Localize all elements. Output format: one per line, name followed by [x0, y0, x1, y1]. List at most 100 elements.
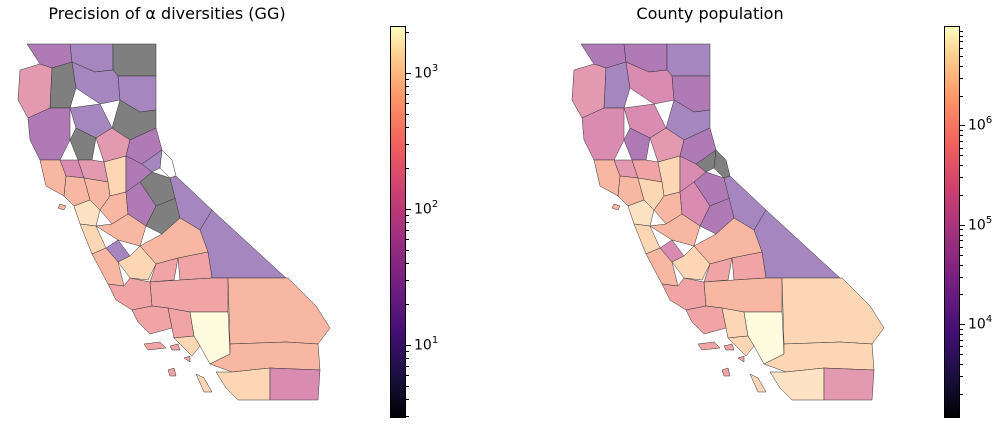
colorbar-minor-tick	[960, 328, 963, 330]
colorbar-minor-tick	[960, 276, 963, 278]
county	[603, 61, 631, 109]
colorbar-minor-tick	[960, 194, 963, 196]
colorbar-minor-tick	[960, 165, 963, 167]
colorbar-minor-tick	[406, 93, 409, 95]
colorbar-minor-tick	[960, 363, 963, 365]
colorbar-major-tick	[960, 324, 965, 326]
county	[721, 367, 731, 377]
colorbar-minor-tick	[960, 147, 963, 149]
colorbar-minor-tick	[960, 130, 963, 132]
county	[169, 343, 181, 351]
colorbar-minor-tick	[960, 140, 963, 142]
colorbar-minor-tick	[406, 143, 409, 145]
colorbar-tick-label: 104	[968, 314, 993, 334]
colorbar-major-tick	[960, 125, 965, 127]
colorbar-minor-tick	[960, 78, 963, 79]
colorbar-minor-tick	[406, 416, 409, 417]
colorbar-minor-tick	[960, 254, 963, 256]
county	[49, 61, 77, 109]
county	[112, 43, 157, 77]
colorbar-minor-tick	[960, 155, 963, 157]
colorbar-minor-tick	[960, 240, 963, 242]
county	[73, 199, 101, 227]
county	[215, 367, 271, 401]
county	[781, 277, 885, 345]
colorbar-minor-tick	[960, 393, 963, 395]
colorbar-minor-tick	[406, 167, 409, 169]
colorbar-minor-tick	[960, 229, 963, 231]
colorbar-minor-tick	[960, 55, 963, 57]
county	[723, 343, 735, 351]
colorbar-major-tick	[406, 72, 411, 74]
right-panel-title: County population	[636, 4, 784, 23]
county	[167, 367, 177, 377]
county	[149, 257, 179, 283]
colorbar-minor-tick	[406, 358, 409, 360]
colorbar-minor-tick	[960, 135, 963, 137]
county	[727, 335, 755, 357]
colorbar-minor-tick	[406, 249, 409, 251]
colorbar-minor-tick	[960, 264, 963, 266]
colorbar-left	[390, 26, 406, 418]
colorbar-tick-label: 103	[414, 62, 439, 82]
county	[269, 367, 321, 401]
county	[57, 203, 67, 211]
county	[645, 247, 679, 287]
colorbar-minor-tick	[406, 31, 409, 33]
county	[183, 355, 191, 363]
colorbar-minor-tick	[406, 214, 409, 216]
colorbar-minor-tick	[960, 346, 963, 348]
county	[753, 209, 841, 279]
county	[27, 107, 71, 161]
colorbar-minor-tick	[406, 375, 409, 377]
county	[823, 367, 875, 401]
county	[737, 355, 745, 363]
colorbar-major-tick	[960, 224, 965, 226]
county	[611, 203, 621, 211]
colorbar-tick-label: 102	[414, 198, 439, 218]
county	[627, 199, 655, 227]
colorbar-minor-tick	[406, 351, 409, 353]
county	[703, 257, 733, 283]
county	[666, 43, 711, 77]
colorbar-minor-tick	[406, 303, 409, 305]
colorbar-minor-tick	[406, 221, 409, 223]
colorbar-tick-label: 105	[968, 214, 993, 234]
colorbar-minor-tick	[960, 48, 963, 50]
colorbar-minor-tick	[960, 334, 963, 336]
colorbar-minor-tick	[406, 85, 409, 87]
county	[195, 373, 213, 393]
county	[749, 373, 767, 393]
left-panel-title: Precision of α diversities (GG)	[48, 4, 286, 23]
county	[227, 277, 331, 345]
colorbar-tick-label: 101	[414, 334, 439, 354]
colorbar-minor-tick	[960, 41, 963, 43]
county	[697, 341, 721, 351]
colorbar-right	[944, 26, 960, 418]
colorbar-minor-tick	[406, 229, 409, 231]
county	[581, 107, 625, 161]
county	[173, 335, 201, 357]
colorbar-minor-tick	[960, 247, 963, 248]
county	[713, 149, 731, 179]
colorbar-minor-tick	[406, 398, 409, 400]
county	[91, 247, 125, 287]
colorbar-minor-tick	[960, 354, 963, 356]
county	[149, 277, 229, 313]
colorbar-minor-tick	[960, 339, 963, 341]
colorbar-minor-tick	[960, 30, 963, 32]
colorbar-minor-tick	[406, 102, 409, 104]
county	[189, 311, 231, 365]
colorbar-minor-tick	[406, 126, 409, 128]
county	[131, 305, 173, 335]
colorbar-minor-tick	[960, 65, 963, 67]
county	[199, 209, 287, 279]
colorbar-minor-tick	[960, 177, 963, 179]
county	[769, 367, 825, 401]
county	[703, 277, 783, 313]
colorbar-major-tick	[406, 208, 411, 210]
colorbar-minor-tick	[960, 95, 963, 97]
colorbar-minor-tick	[406, 262, 409, 264]
colorbar-major-tick	[406, 344, 411, 346]
